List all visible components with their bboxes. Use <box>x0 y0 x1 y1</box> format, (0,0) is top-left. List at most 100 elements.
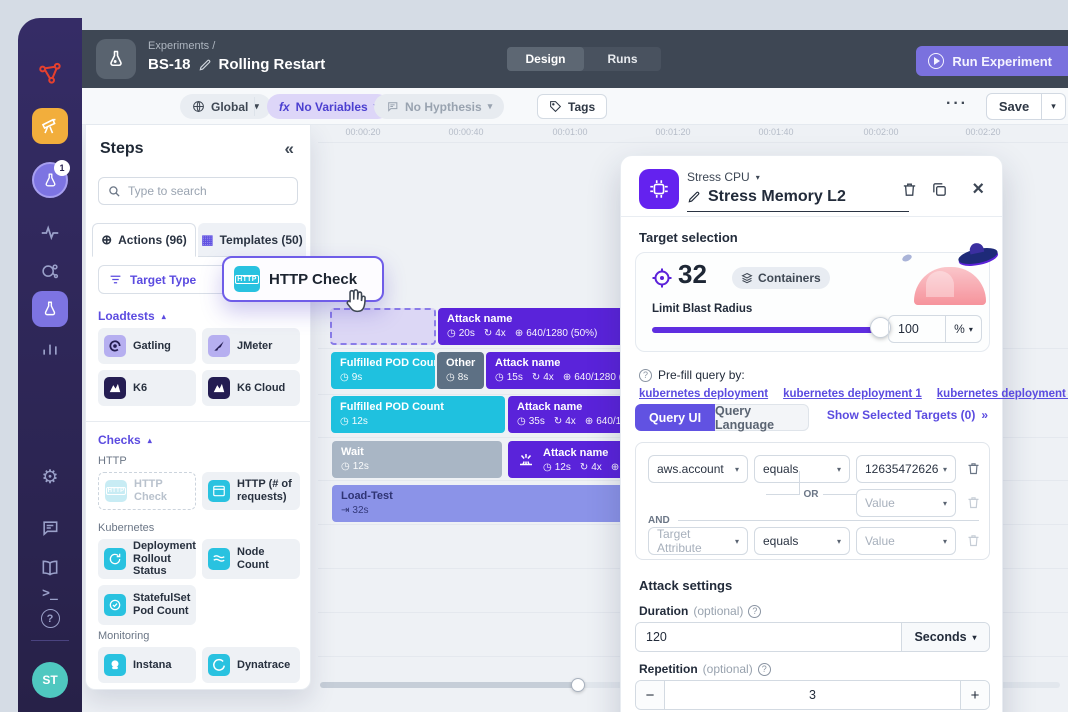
query-value-select-empty[interactable]: Value ▾ <box>856 527 956 555</box>
section-checks[interactable]: Checks ▴ <box>98 433 152 447</box>
query-field-select-empty[interactable]: Target Attribute ▾ <box>648 527 748 555</box>
chevron-down-icon: ▾ <box>254 101 259 111</box>
edit-pencil-icon[interactable] <box>198 58 212 72</box>
tags-button[interactable]: Tags <box>537 94 608 119</box>
experiment-header: Experiments / BS-18 Rolling Restart Desi… <box>82 30 1068 88</box>
close-panel-icon[interactable]: × <box>972 178 984 200</box>
feedback-icon[interactable] <box>18 518 82 538</box>
more-menu-icon[interactable]: ··· <box>946 95 968 112</box>
target-type-pill[interactable]: Containers <box>732 267 830 289</box>
action-item-statefulset-pod-count[interactable]: StatefulSet Pod Count <box>98 585 196 625</box>
save-button[interactable]: Save <box>986 93 1042 120</box>
duration-input[interactable] <box>636 623 901 651</box>
prefill-link[interactable]: kubernetes deployment 2 <box>936 388 1068 400</box>
blast-radius-slider[interactable] <box>652 327 882 333</box>
action-item-jmeter[interactable]: JMeter <box>202 328 300 364</box>
target-icon: ⊕ <box>610 461 620 473</box>
hypothesis-dropdown[interactable]: No Hypthesis ▾ <box>374 94 505 119</box>
tab-runs[interactable]: Runs <box>607 52 638 66</box>
action-item-instana[interactable]: Instana <box>98 647 196 683</box>
repetition-value[interactable]: 3 <box>664 681 961 709</box>
action-item-gatling[interactable]: Gatling <box>98 328 196 364</box>
step-name-input[interactable]: Stress Memory L2 <box>687 188 909 212</box>
breadcrumb[interactable]: Experiments / <box>148 40 216 52</box>
action-item-k6[interactable]: K6 <box>98 370 196 406</box>
section-loadtests[interactable]: Loadtests ▴ <box>98 309 166 323</box>
show-selected-targets-link[interactable]: Show Selected Targets (0) » <box>826 408 988 422</box>
experiment-name[interactable]: Rolling Restart <box>218 56 326 73</box>
sidebar-item-experiments-active[interactable] <box>18 291 82 327</box>
chevron-up-icon: ▴ <box>161 311 166 321</box>
divider <box>31 640 69 641</box>
timeline-block-attack[interactable]: Attack name ◷12s ↻4x ⊕640 <box>508 441 628 478</box>
steadybit-logo-icon[interactable] <box>18 60 82 87</box>
timeline-block-wait[interactable]: Wait ◷ 12s <box>332 441 502 478</box>
timeline-tick: 00:01:40 <box>758 127 794 137</box>
sidebar-item-explore[interactable] <box>18 108 82 144</box>
run-experiment-button[interactable]: Run Experiment <box>916 46 1068 76</box>
ufo-illustration <box>956 244 1000 268</box>
blast-radius-unit-dropdown[interactable]: % ▾ <box>946 315 982 343</box>
timeline-hscrollbar-filled[interactable] <box>320 682 578 688</box>
tab-templates[interactable]: ▦ Templates (50) <box>198 223 306 257</box>
timeline-block-loadtest[interactable]: Load-Test ⇥ 32s <box>332 485 652 522</box>
timeline-block-attack[interactable]: Attack name ◷ 20s ↻ 4x ⊕ 640/1280 (50%) <box>438 308 630 345</box>
action-item-k6-cloud[interactable]: K6 Cloud <box>202 370 300 406</box>
increment-button[interactable]: + <box>961 681 989 709</box>
tab-query-ui[interactable]: Query UI <box>635 404 715 431</box>
settings-gear-icon[interactable]: ⚙ <box>41 467 59 488</box>
target-selection-heading: Target selection <box>639 230 738 245</box>
save-dropdown-caret[interactable]: ▾ <box>1042 93 1066 120</box>
action-item-http-requests[interactable]: HTTP (# of requests) <box>202 472 300 510</box>
query-operator-select[interactable]: equals ▾ <box>754 527 850 555</box>
timeline-block-attack[interactable]: Attack name ◷15s ↻4x ⊕640/1280 (50% <box>486 352 628 389</box>
timeline-block-other[interactable]: Other ◷ 8s <box>437 352 484 389</box>
action-type-dropdown[interactable]: Stress CPU ▾ <box>687 170 760 184</box>
blast-radius-input[interactable] <box>889 322 945 336</box>
timeline-block-attack[interactable]: Attack name ◷35s ↻4x ⊕640/1280 <box>508 396 628 433</box>
templates-grid-icon: ▦ <box>201 231 214 247</box>
action-item-node-count[interactable]: Node Count <box>202 539 300 579</box>
sidebar-item-experiment-running[interactable]: 1 <box>18 160 82 198</box>
blast-radius-value-field[interactable] <box>888 315 946 343</box>
delete-condition-icon[interactable] <box>966 461 981 476</box>
variables-dropdown[interactable]: fx No Variables ▾ <box>267 94 391 119</box>
target-scope-icon <box>650 266 674 290</box>
user-avatar[interactable]: ST <box>18 662 82 698</box>
action-item-http-check-ghost[interactable]: HTTP HTTP Check <box>98 472 196 510</box>
tab-query-language[interactable]: Query Language <box>715 404 809 432</box>
query-value-select[interactable]: 12635472626 ▾ <box>856 455 956 483</box>
target-selection-card: 32 Containers Limit Blast Radius % ▾ <box>635 244 1000 352</box>
repeat-icon: ↻ <box>579 461 589 473</box>
collapse-panel-icon[interactable]: « <box>284 139 294 158</box>
timeline-block-check[interactable]: Fulfilled POD Count ◷ 12s <box>331 396 505 433</box>
query-field-select[interactable]: aws.account ▾ <box>648 455 748 483</box>
duplicate-step-icon[interactable] <box>931 181 948 198</box>
action-item-dynatrace[interactable]: Dynatrace <box>202 647 300 683</box>
sidebar-item-reports[interactable] <box>18 338 82 358</box>
sidebar-item-attacks[interactable] <box>18 261 82 283</box>
prefill-link[interactable]: kubernetes deployment <box>639 388 769 400</box>
timeline-block-check[interactable]: Fulfilled POD Count ◷ 9s <box>331 352 435 389</box>
chevron-down-icon: ▾ <box>755 172 760 182</box>
query-or-value-select[interactable]: Value ▾ <box>856 489 956 517</box>
tab-design[interactable]: Design <box>507 47 584 71</box>
steps-search[interactable] <box>98 177 298 205</box>
environment-global-dropdown[interactable]: Global ▾ <box>180 94 271 119</box>
docs-book-icon[interactable] <box>18 558 82 578</box>
query-operator-select[interactable]: equals ▾ <box>754 455 850 483</box>
cli-terminal-icon[interactable]: >_ <box>42 586 58 601</box>
help-icon[interactable]: ? <box>18 609 82 628</box>
delete-step-icon[interactable] <box>901 181 918 198</box>
steps-search-input[interactable] <box>128 184 278 198</box>
duration-unit-dropdown[interactable]: Seconds ▾ <box>901 623 989 651</box>
actions-crosshair-icon: ⊕ <box>101 232 113 247</box>
sidebar-item-activity[interactable] <box>18 222 82 244</box>
grid-line <box>318 142 1068 143</box>
timeline-hscrollbar-handle[interactable] <box>571 678 585 692</box>
decrement-button[interactable]: − <box>636 681 664 709</box>
tab-actions[interactable]: ⊕ Actions (96) <box>92 223 196 257</box>
prefill-link[interactable]: kubernetes deployment 1 <box>783 388 922 400</box>
action-item-deployment-rollout[interactable]: Deployment Rollout Status <box>98 539 196 579</box>
timeline-drop-placeholder[interactable] <box>330 308 436 345</box>
